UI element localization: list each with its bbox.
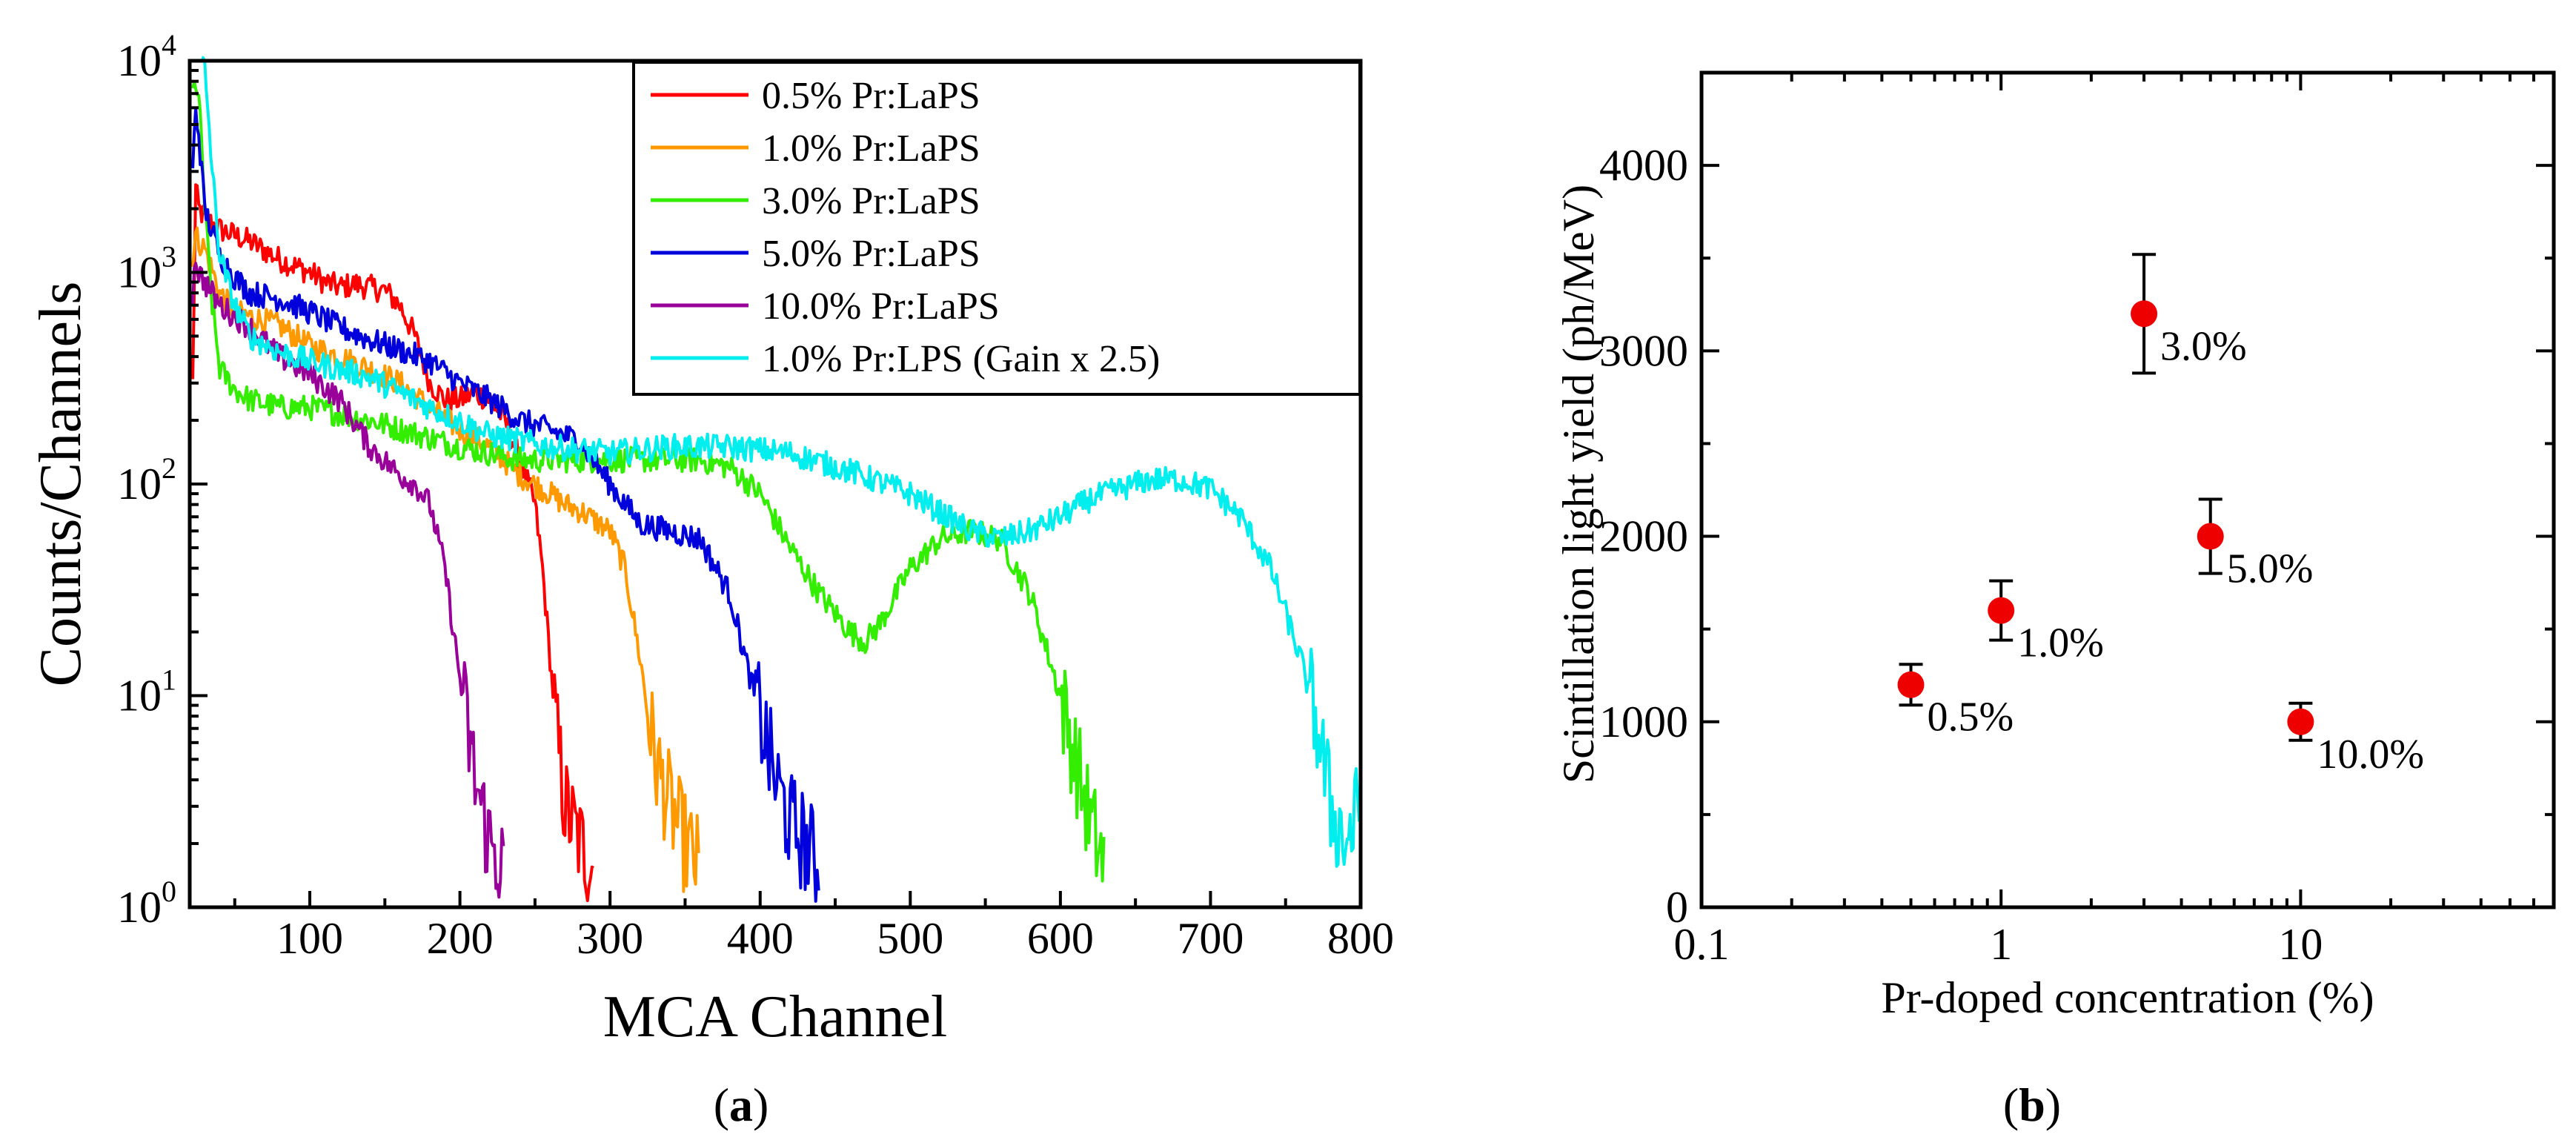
- svg-text:(b): (b): [2003, 1078, 2061, 1131]
- light-yield-y-tick-label: 4000: [1599, 141, 1688, 190]
- light-yield-x-tick-label: 0.1: [1674, 920, 1730, 969]
- spectrum-series-line-5: [191, 262, 505, 899]
- spectrum-series-layer: [191, 56, 1361, 903]
- spectrum-series-line-2: [191, 226, 700, 893]
- light-yield-point: [2197, 523, 2224, 550]
- panel-a-label: (a): [714, 1078, 769, 1131]
- spectrum-x-tick-label: 200: [427, 914, 494, 963]
- light-yield-y-tick-label: 1000: [1599, 697, 1688, 746]
- spectrum-x-tick-label: 400: [727, 914, 794, 963]
- light-yield-point-label: 10.0%: [2317, 732, 2424, 778]
- light-yield-point: [1897, 671, 1925, 698]
- spectrum-y-tick-label: 101: [117, 663, 176, 720]
- spectrum-legend-label: 1.0% Pr:LaPS: [762, 127, 980, 170]
- spectrum-legend-box: [632, 61, 1361, 396]
- spectrum-y-tick-label: 103: [117, 240, 176, 297]
- spectrum-x-tick-label: 700: [1177, 914, 1244, 963]
- spectrum-series-line-4: [191, 106, 820, 903]
- light-yield-chart: 0.1 1 10 0 1000 2000 3000 4000 0.5%1.0% 3.0% 5.0%…: [1554, 70, 2556, 1131]
- spectrum-legend-label: 0.5% Pr:LaPS: [762, 75, 980, 117]
- spectrum-y-axis-title: Counts/Channels: [28, 282, 93, 687]
- spectrum-y-tick-label: 100: [117, 875, 176, 932]
- spectrum-y-tick-label: 104: [117, 28, 176, 85]
- spectrum-series-line-6: [201, 56, 1361, 868]
- spectrum-x-tick-label: 100: [276, 914, 343, 963]
- light-yield-y-axis-title: Scintillation light yield (ph/MeV): [1554, 185, 1603, 783]
- light-yield-point: [2131, 300, 2158, 328]
- spectrum-legend-label: 10.0% Pr:LaPS: [762, 285, 1000, 328]
- spectrum-series-line-1: [191, 183, 594, 903]
- spectrum-x-tick-label: 800: [1327, 914, 1394, 963]
- light-yield-plot-frame: [1699, 70, 2556, 909]
- light-yield-ticks: 0.1 1 10 0 1000 2000 3000 4000: [1599, 73, 2555, 969]
- spectrum-chart: 100 200 300 400 500 600 700 800100101102103104 …: [28, 28, 1394, 1131]
- light-yield-y-tick-label: 2000: [1599, 512, 1688, 561]
- light-yield-point: [2287, 708, 2314, 735]
- spectrum-x-tick-label: 500: [877, 914, 943, 963]
- spectrum-legend-label: 3.0% Pr:LaPS: [762, 180, 980, 222]
- light-yield-point: [1988, 597, 2015, 624]
- spectrum-legend: 0.5% Pr:LaPS 1.0% Pr:LaPS 3.0% Pr:LaPS 5.0%…: [632, 61, 1361, 396]
- light-yield-y-tick-label: 0: [1666, 883, 1688, 932]
- light-yield-points: 0.5%1.0% 3.0% 5.0% 10.0%: [1897, 253, 2424, 778]
- panel-b-label: (b): [2003, 1078, 2061, 1131]
- light-yield-x-axis-title: Pr-doped concentration (%): [1881, 973, 2374, 1022]
- spectrum-x-tick-label: 600: [1027, 914, 1094, 963]
- spectrum-ticks: 100 200 300 400 500 600 700 800 100 101 102 103 104: [117, 28, 1394, 963]
- spectrum-legend-label: 1.0% Pr:LPS (Gain x 2.5): [762, 338, 1160, 380]
- light-yield-point-label: 3.0%: [2160, 323, 2247, 369]
- spectrum-x-tick-label: 300: [577, 914, 643, 963]
- light-yield-point-label: 5.0%: [2227, 546, 2314, 592]
- light-yield-point-label: 0.5%: [1928, 695, 2014, 740]
- spectrum-x-axis-title: MCA Channel: [603, 984, 947, 1050]
- spectrum-legend-label: 5.0% Pr:LaPS: [762, 233, 980, 275]
- light-yield-x-tick-label: 10: [2278, 920, 2323, 969]
- light-yield-point-label: 1.0%: [2017, 620, 2104, 666]
- spectrum-y-tick-label: 102: [117, 451, 176, 508]
- light-yield-y-tick-label: 3000: [1599, 326, 1688, 375]
- svg-text:(a): (a): [714, 1078, 769, 1131]
- light-yield-x-tick-label: 1: [1990, 920, 2012, 969]
